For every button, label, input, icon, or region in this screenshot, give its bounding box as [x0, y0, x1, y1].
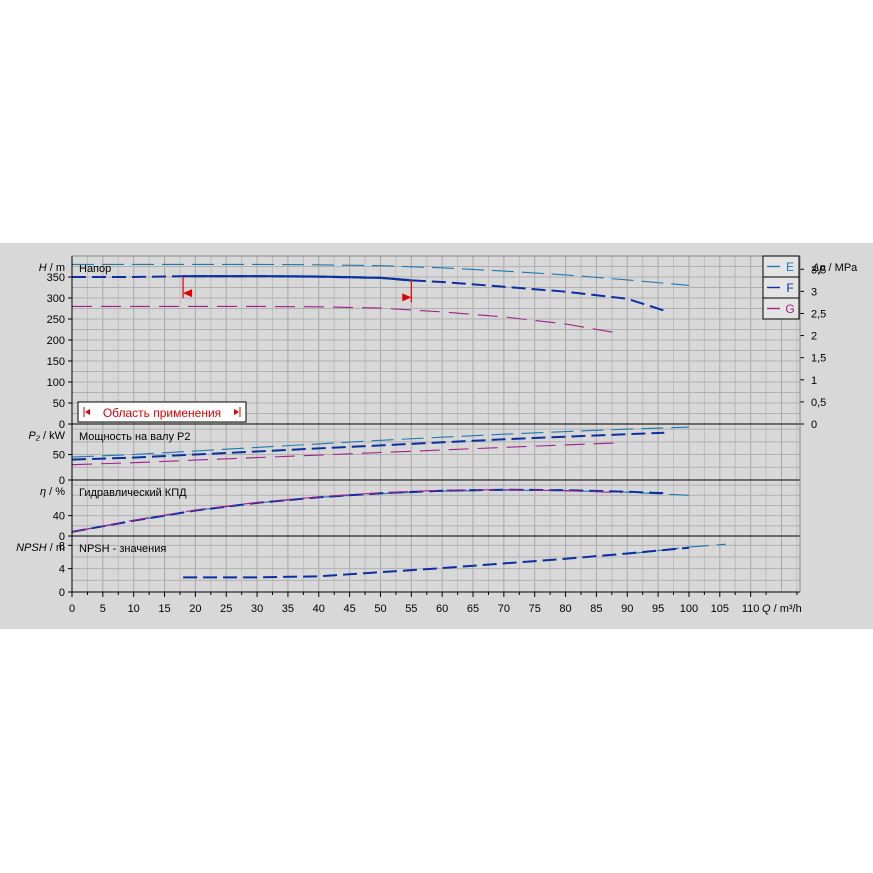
- x-axis-label: Q / m³/h: [762, 603, 802, 615]
- x-tick-label: 25: [220, 603, 232, 615]
- right-axis-symbol: Δp: [811, 262, 826, 274]
- x-tick-label: 5: [100, 603, 106, 615]
- y-axis-symbol: NPSH: [16, 542, 47, 554]
- x-tick-label: 30: [251, 603, 263, 615]
- x-tick-label: 100: [680, 603, 698, 615]
- legend-entry-box: [762, 297, 800, 320]
- x-tick-label: 60: [436, 603, 448, 615]
- x-tick-label: 45: [344, 603, 356, 615]
- legend-label-E: E: [786, 260, 794, 274]
- x-tick-label: 35: [282, 603, 294, 615]
- right-tick-label: 0,5: [811, 397, 826, 409]
- y-tick-label: 350: [47, 272, 65, 284]
- y-tick-label: 0: [59, 419, 65, 431]
- y-tick-label: 50: [53, 450, 65, 462]
- y-axis-unit: / m: [47, 262, 65, 274]
- operating-range-label: Область применения: [103, 406, 221, 420]
- operating-range-arrow: [183, 289, 193, 298]
- x-tick-label: 50: [374, 603, 386, 615]
- series-line-E: [72, 263, 689, 286]
- panel-title: Мощность на валу P2: [79, 431, 191, 443]
- y-axis-symbol: η: [40, 486, 46, 498]
- series-line-G: [71, 442, 622, 466]
- y-axis-label: η / %: [40, 486, 65, 498]
- y-tick-label: 200: [47, 335, 65, 347]
- x-tick-label: 105: [711, 603, 729, 615]
- y-tick-label: 0: [59, 587, 65, 599]
- y-tick-label: 0: [59, 531, 65, 543]
- right-tick-label: 3: [811, 286, 817, 298]
- series-line-E: [71, 426, 689, 458]
- x-tick-label: 90: [621, 603, 633, 615]
- right-axis-unit: / MPa: [826, 262, 859, 274]
- x-tick-label: 0: [69, 603, 75, 615]
- y-tick-label: 300: [47, 293, 65, 305]
- right-axis-label: Δp / MPa: [811, 262, 858, 274]
- series-line-G: [71, 489, 622, 533]
- right-tick-label: 1: [811, 375, 817, 387]
- panel-title: NPSH - значения: [79, 543, 166, 555]
- operating-range-box: [77, 401, 247, 423]
- y-tick-label: 250: [47, 314, 65, 326]
- x-tick-label: 10: [128, 603, 140, 615]
- x-tick-label: 40: [313, 603, 325, 615]
- x-tick-label: 15: [158, 603, 170, 615]
- right-tick-label: 0: [811, 419, 817, 431]
- y-tick-label: 100: [47, 377, 65, 389]
- right-tick-label: 2,5: [811, 308, 826, 320]
- operating-range-arrow: [402, 293, 412, 302]
- y-tick-label: 40: [53, 511, 65, 523]
- y-tick-label: 50: [53, 398, 65, 410]
- x-tick-label: 75: [529, 603, 541, 615]
- x-tick-label: 65: [467, 603, 479, 615]
- x-axis-symbol: Q: [762, 603, 771, 615]
- operating-range-curve: [183, 275, 412, 282]
- y-axis-unit: / %: [46, 486, 65, 498]
- x-axis-unit: / m³/h: [771, 603, 802, 615]
- x-tick-label: 85: [590, 603, 602, 615]
- y-axis-label: NPSH / m: [16, 542, 65, 554]
- operating-range-box-arrow: [85, 409, 90, 415]
- y-tick-label: 8: [59, 540, 65, 552]
- operating-range-box-arrow: [234, 409, 239, 415]
- x-tick-label: 20: [189, 603, 201, 615]
- x-tick-label: 55: [405, 603, 417, 615]
- x-tick-label: 110: [742, 603, 760, 615]
- right-tick-label: 2: [811, 331, 817, 343]
- y-tick-label: 150: [47, 356, 65, 368]
- x-tick-label: 80: [559, 603, 571, 615]
- legend-label-F: F: [786, 281, 793, 295]
- x-tick-label: 70: [498, 603, 510, 615]
- y-tick-label: 0: [59, 475, 65, 487]
- y-axis-symbol: P₂: [28, 430, 40, 442]
- series-line-F: [183, 546, 689, 579]
- legend-label-G: G: [785, 302, 794, 316]
- series-line-G: [72, 305, 622, 335]
- series-line-F: [71, 431, 665, 461]
- panel-title: Напор: [79, 263, 111, 275]
- right-tick-label: 3,5: [811, 264, 826, 276]
- panel-title: Гидравлический КПД: [79, 487, 187, 499]
- y-axis-label: H / m: [39, 262, 65, 274]
- y-axis-symbol: H: [39, 262, 47, 274]
- chart-panel: 0 50 100 150 200 250 300 350 H / m Напор Область п…: [0, 243, 873, 629]
- y-axis-label: P₂ / kW: [28, 430, 65, 442]
- right-tick-label: 1,5: [811, 353, 826, 365]
- x-tick-label: 95: [652, 603, 664, 615]
- y-axis-unit: / kW: [40, 430, 66, 442]
- y-tick-label: 4: [59, 564, 65, 576]
- y-axis-unit: / m: [47, 542, 65, 554]
